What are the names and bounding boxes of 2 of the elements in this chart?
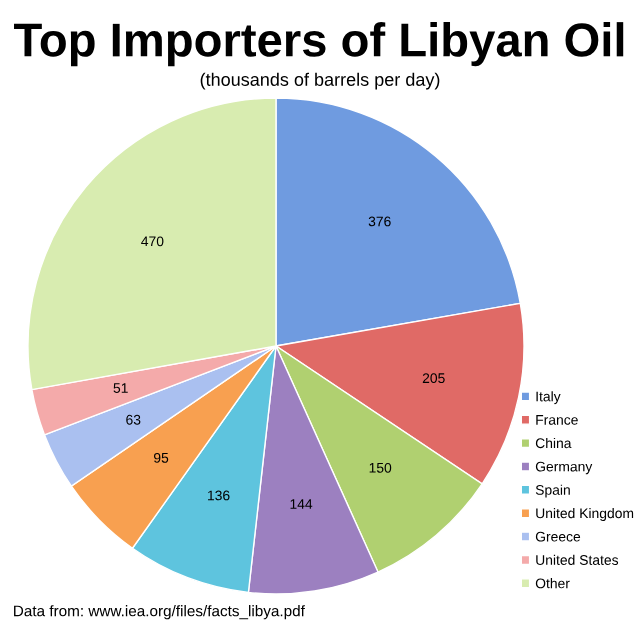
chart-title: Top Importers of Libyan Oil — [14, 22, 624, 67]
chart-subtitle: (thousands of barrels per day) — [200, 72, 440, 90]
